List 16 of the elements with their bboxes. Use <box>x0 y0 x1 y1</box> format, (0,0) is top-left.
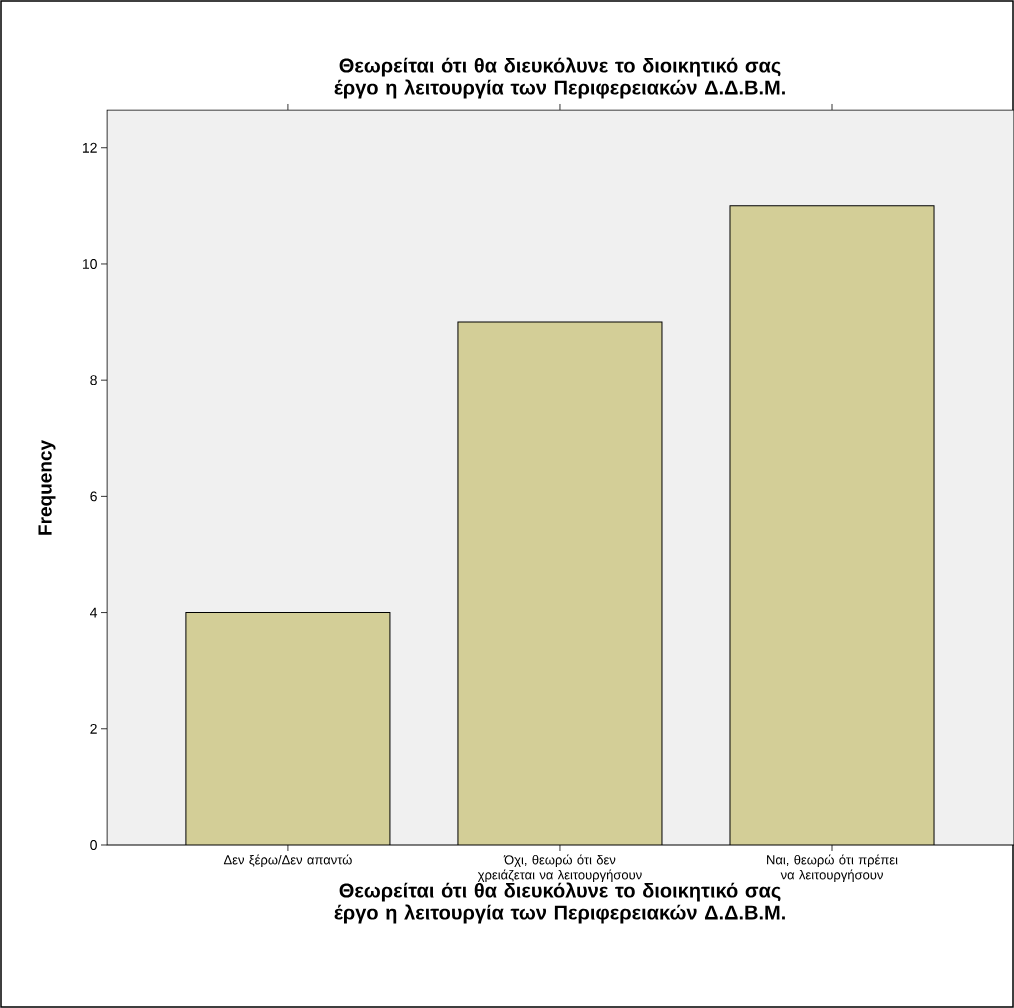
y-tick-label: 6 <box>90 491 97 502</box>
y-tick-label: 4 <box>90 607 98 618</box>
x-tick-label: Ναι, θεωρώ ότι πρέπει να λειτουργήσουν <box>767 854 898 883</box>
y-tick-label: 0 <box>90 840 97 850</box>
chart-title: Θεωρείται ότι θα διευκόλυνε το διοικητικό σας έργο η λειτουργία των Περιφερειακών Δ.Δ.Β.Μ. <box>334 57 785 99</box>
x-axis-title: Θεωρείται ότι θα διευκόλυνε το διοικητικό σας έργο η λειτουργία των Περιφερειακών Δ.Δ.Β.Μ. <box>334 882 785 924</box>
x-tick-label: Όχι, θεωρώ ότι δεν χρειάζεται να λειτουργήσουν <box>477 854 642 883</box>
bar <box>185 612 390 845</box>
y-tick-label: 10 <box>82 258 97 269</box>
bar <box>457 321 663 845</box>
y-tick-label: 2 <box>90 723 97 734</box>
y-tick-label: 8 <box>90 375 97 386</box>
y-tick-label: 12 <box>82 142 97 153</box>
bar <box>729 205 935 845</box>
x-tick-label: Δεν ξέρω/Δεν απαντώ <box>223 854 352 868</box>
y-axis-title: Frequency <box>38 440 56 535</box>
